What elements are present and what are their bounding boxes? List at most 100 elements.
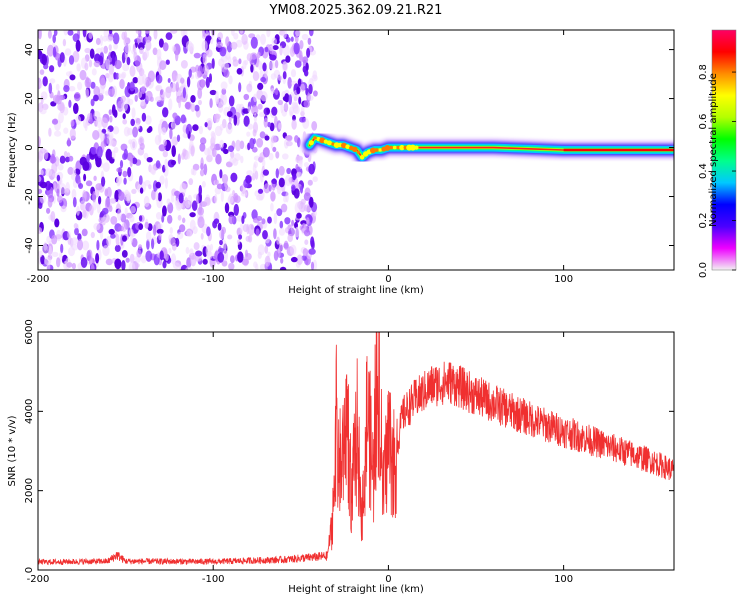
colorbar-tick-label: 0.6	[698, 114, 709, 130]
noise-blob	[301, 33, 309, 41]
noise-blob	[276, 236, 280, 245]
noise-blob	[167, 202, 174, 214]
noise-blob	[292, 173, 297, 181]
noise-blob	[234, 153, 241, 161]
noise-blob	[185, 246, 190, 255]
noise-blob	[107, 72, 114, 83]
noise-blob	[256, 194, 264, 201]
noise-blob	[149, 96, 154, 102]
noise-blob	[209, 73, 212, 83]
noise-blob	[157, 192, 162, 202]
noise-blob	[203, 64, 209, 76]
noise-blob	[73, 92, 81, 102]
noise-blob	[224, 181, 228, 188]
noise-blob	[250, 36, 258, 49]
noise-blob	[243, 93, 250, 101]
noise-blob	[282, 71, 287, 80]
noise-blob	[241, 33, 248, 45]
noise-blob	[152, 47, 158, 56]
noise-blob	[264, 255, 271, 267]
noise-blob	[144, 221, 149, 229]
noise-blob	[253, 93, 257, 103]
noise-blob	[289, 244, 297, 256]
noise-blob	[220, 81, 228, 90]
noise-blob	[192, 163, 200, 171]
noise-blob	[211, 132, 217, 143]
noise-blob	[196, 70, 202, 78]
noise-blob	[243, 115, 250, 127]
noise-blob	[95, 183, 103, 191]
noise-blob	[217, 252, 225, 263]
noise-blob	[171, 45, 176, 52]
noise-blob	[310, 261, 315, 270]
noise-blob	[77, 239, 83, 251]
noise-blob	[180, 77, 185, 84]
noise-blob	[95, 156, 102, 168]
snr-xtick-label: 0	[385, 574, 391, 585]
noise-blob	[168, 247, 172, 254]
noise-blob	[178, 224, 186, 233]
noise-blob	[88, 59, 93, 68]
noise-blob	[139, 47, 144, 55]
noise-blob	[278, 165, 285, 176]
noise-blob	[52, 46, 57, 58]
noise-blob	[56, 229, 62, 242]
noise-blob	[255, 263, 259, 270]
noise-blob	[251, 209, 258, 220]
noise-blob	[245, 249, 248, 258]
noise-blob	[56, 188, 60, 197]
noise-blob	[161, 127, 167, 136]
noise-blob	[59, 155, 66, 164]
noise-blob	[132, 126, 139, 138]
noise-blob	[293, 42, 300, 55]
noise-blob	[246, 53, 253, 62]
noise-blob	[49, 78, 56, 84]
noise-blob	[84, 122, 88, 132]
noise-blob	[285, 141, 293, 147]
noise-blob	[170, 30, 178, 34]
noise-blob	[46, 50, 54, 56]
noise-blob	[199, 169, 205, 177]
snr-ytick-label: 2000	[24, 478, 35, 503]
noise-blob	[78, 183, 84, 189]
noise-blob	[228, 262, 235, 270]
noise-blob	[170, 159, 177, 166]
noise-blob	[193, 242, 200, 251]
noise-blob	[106, 129, 111, 135]
ridge-peak-dot	[392, 145, 397, 150]
noise-blob	[200, 79, 206, 88]
noise-blob	[171, 122, 176, 130]
snr-ytick-label: 0	[24, 567, 35, 573]
noise-blob	[184, 101, 191, 110]
noise-blob	[232, 56, 237, 62]
noise-blob	[260, 76, 267, 83]
noise-blob	[129, 81, 135, 92]
noise-blob	[79, 69, 87, 81]
noise-blob	[194, 104, 200, 112]
noise-blob	[220, 190, 224, 202]
noise-blob	[164, 177, 168, 189]
noise-blob	[294, 226, 300, 238]
noise-blob	[72, 50, 80, 63]
noise-blob	[63, 30, 69, 36]
colorbar-tick-label: 0.4	[698, 163, 709, 179]
noise-blob	[304, 69, 309, 77]
noise-blob	[221, 226, 227, 235]
noise-blob	[299, 116, 306, 123]
noise-blob	[260, 33, 266, 46]
noise-blob	[269, 54, 277, 61]
noise-blob	[192, 169, 197, 176]
noise-blob	[126, 56, 131, 66]
noise-blob	[209, 98, 213, 109]
ridge-peak-dot	[319, 137, 326, 144]
noise-blob	[128, 139, 133, 145]
noise-blob	[53, 30, 58, 36]
noise-blob	[56, 174, 61, 182]
noise-blob	[292, 102, 299, 114]
noise-blob	[206, 117, 213, 128]
noise-blob	[247, 123, 254, 130]
noise-blob	[93, 175, 97, 181]
noise-blob	[73, 223, 78, 229]
noise-blob	[296, 212, 302, 219]
